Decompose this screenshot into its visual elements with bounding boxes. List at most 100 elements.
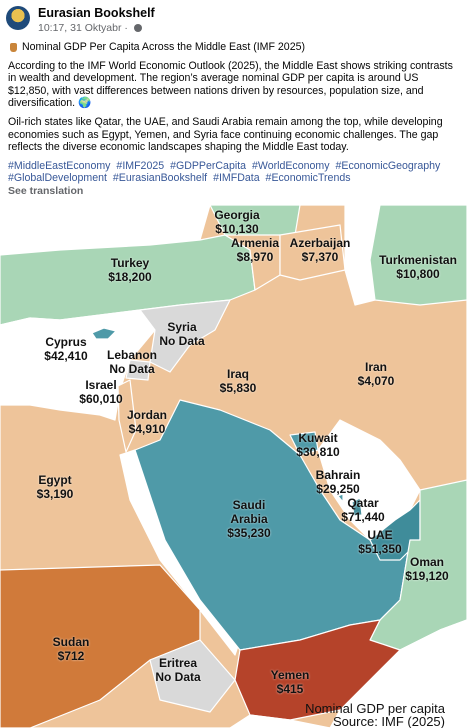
gulf-of-aden [229, 714, 331, 728]
hashtag[interactable]: #EconomicTrends [265, 172, 351, 185]
country-name: Turkey [110, 256, 150, 270]
country-name: Qatar [347, 496, 379, 510]
source: Source: IMF (2025) [333, 714, 445, 728]
country-name: Georgia [214, 208, 260, 222]
country-name: Syria [167, 320, 197, 334]
cyprus [91, 327, 117, 340]
country-value: $10,800 [396, 267, 440, 281]
country-name: Egypt [38, 473, 72, 487]
country-name: Azerbaijan [289, 236, 351, 250]
see-translation[interactable]: See translation [8, 185, 84, 197]
country-name: Lebanon [107, 348, 157, 362]
country-value: No Data [109, 362, 155, 376]
armenia [224, 234, 281, 291]
country-value: $7,370 [301, 250, 339, 264]
country-name: Jordan [126, 408, 168, 422]
yemen [234, 619, 401, 721]
country-label: Syria No Data [159, 320, 204, 348]
time-text[interactable]: 10:17, 31 Oktyabr [38, 22, 122, 34]
turkmenistan [369, 205, 467, 306]
post-title: Nominal GDP Per Capita Across the Middle… [22, 41, 306, 53]
map: Georgia $10,130 Turkey $18,200 Armenia $8,970… [0, 205, 467, 728]
country-name: Armenia [230, 236, 280, 250]
country-name: Kuwait [298, 431, 338, 445]
country-value: $35,230 [227, 526, 271, 540]
hashtag[interactable]: #GlobalDevelopment [8, 172, 107, 185]
post-body: Nominal GDP Per Capita Across the Middle… [8, 41, 460, 191]
country-label: Turkmenistan $10,800 [379, 253, 457, 281]
paragraph: Oil-rich states like Qatar, the UAE, and… [8, 115, 443, 154]
country-label: UAE $51,350 [358, 528, 401, 556]
country-name: Iraq [226, 367, 250, 381]
post-title-row: Nominal GDP Per Capita Across the Middle… [8, 41, 460, 54]
hashtag[interactable]: #MiddleEastEconomy [8, 159, 111, 172]
country-label: Egypt $3,190 [37, 473, 74, 501]
country-name: Cyprus [45, 335, 87, 349]
country-name: Yemen [270, 668, 310, 682]
country-name: Iran [364, 360, 388, 374]
hashtags: #MiddleEastEconomy #IMF2025 #GDPPerCapit… [8, 160, 460, 185]
country-value: $18,200 [108, 270, 152, 284]
country-label: Azerbaijan $7,370 [290, 236, 351, 264]
country-value: $29,250 [316, 482, 360, 496]
syria [139, 299, 231, 373]
country-name: Eritrea [158, 656, 198, 670]
eritrea [149, 639, 236, 713]
country-value: $19,120 [405, 569, 449, 583]
country-label: Kuwait $30,810 [296, 431, 339, 459]
country-label: Turkey $18,200 [108, 256, 151, 284]
country-label: Saudi Arabia $35,230 [224, 498, 274, 540]
country-value: $42,410 [44, 349, 88, 363]
map-shapes [0, 205, 467, 728]
country-label: Eritrea No Data [155, 656, 200, 684]
hashtag[interactable]: #IMFData [213, 172, 260, 185]
country-name: Turkmenistan [379, 253, 457, 267]
post: Eurasian Bookshelf 10:17, 31 Oktyabr · N… [0, 0, 467, 205]
hashtag[interactable]: #EurasianBookshelf [112, 172, 208, 185]
country-label: Yemen $415 [271, 668, 310, 696]
country-name: Bahrain [315, 468, 361, 482]
country-label: Armenia $8,970 [231, 236, 279, 264]
legend-title: Nominal GDP per capita [305, 701, 445, 716]
country-name: Saudi Arabia [230, 498, 268, 526]
country-label: Iran $4,070 [358, 360, 395, 388]
country-label: Iraq $5,830 [220, 367, 257, 395]
country-value: $4,070 [357, 374, 395, 388]
country-label: Jordan $4,910 [127, 408, 167, 436]
country-value: $8,970 [236, 250, 274, 264]
avatar[interactable] [6, 6, 30, 30]
country-value: $5,830 [219, 381, 257, 395]
country-label: Lebanon No Data [107, 348, 157, 376]
post-time[interactable]: 10:17, 31 Oktyabr · [38, 22, 142, 34]
country-value: $51,350 [358, 542, 402, 556]
country-label: Georgia $10,130 [214, 208, 259, 236]
paragraph: According to the IMF World Economic Outl… [8, 59, 453, 110]
israel [117, 379, 137, 453]
country-label: Bahrain $29,250 [316, 468, 361, 496]
hashtag[interactable]: #GDPPerCapita [170, 159, 247, 172]
country-label: Sudan $712 [53, 635, 90, 663]
country-value: $71,440 [341, 510, 385, 524]
bahrain [337, 493, 344, 503]
hashtag[interactable]: #IMF2025 [116, 159, 165, 172]
country-name: Oman [409, 555, 445, 569]
title-icon [10, 42, 17, 52]
country-name: UAE [367, 528, 393, 542]
hashtag[interactable]: #EconomicGeography [335, 159, 441, 172]
country-name: Sudan [52, 635, 90, 649]
country-value: $30,810 [296, 445, 340, 459]
country-label: Cyprus $42,410 [44, 335, 87, 363]
country-value: $4,910 [128, 422, 166, 436]
country-value: $712 [57, 649, 85, 663]
azerbaijan [279, 224, 346, 281]
lebanon [125, 359, 151, 381]
country-value: No Data [155, 670, 201, 684]
qatar [351, 497, 363, 517]
author[interactable]: Eurasian Bookshelf [38, 6, 155, 20]
country-value: $60,010 [79, 392, 123, 406]
country-value: $415 [276, 682, 304, 696]
country-name: Israel [85, 378, 117, 392]
country-label: Israel $60,010 [79, 378, 122, 406]
hashtag[interactable]: #WorldEconomy [252, 159, 330, 172]
